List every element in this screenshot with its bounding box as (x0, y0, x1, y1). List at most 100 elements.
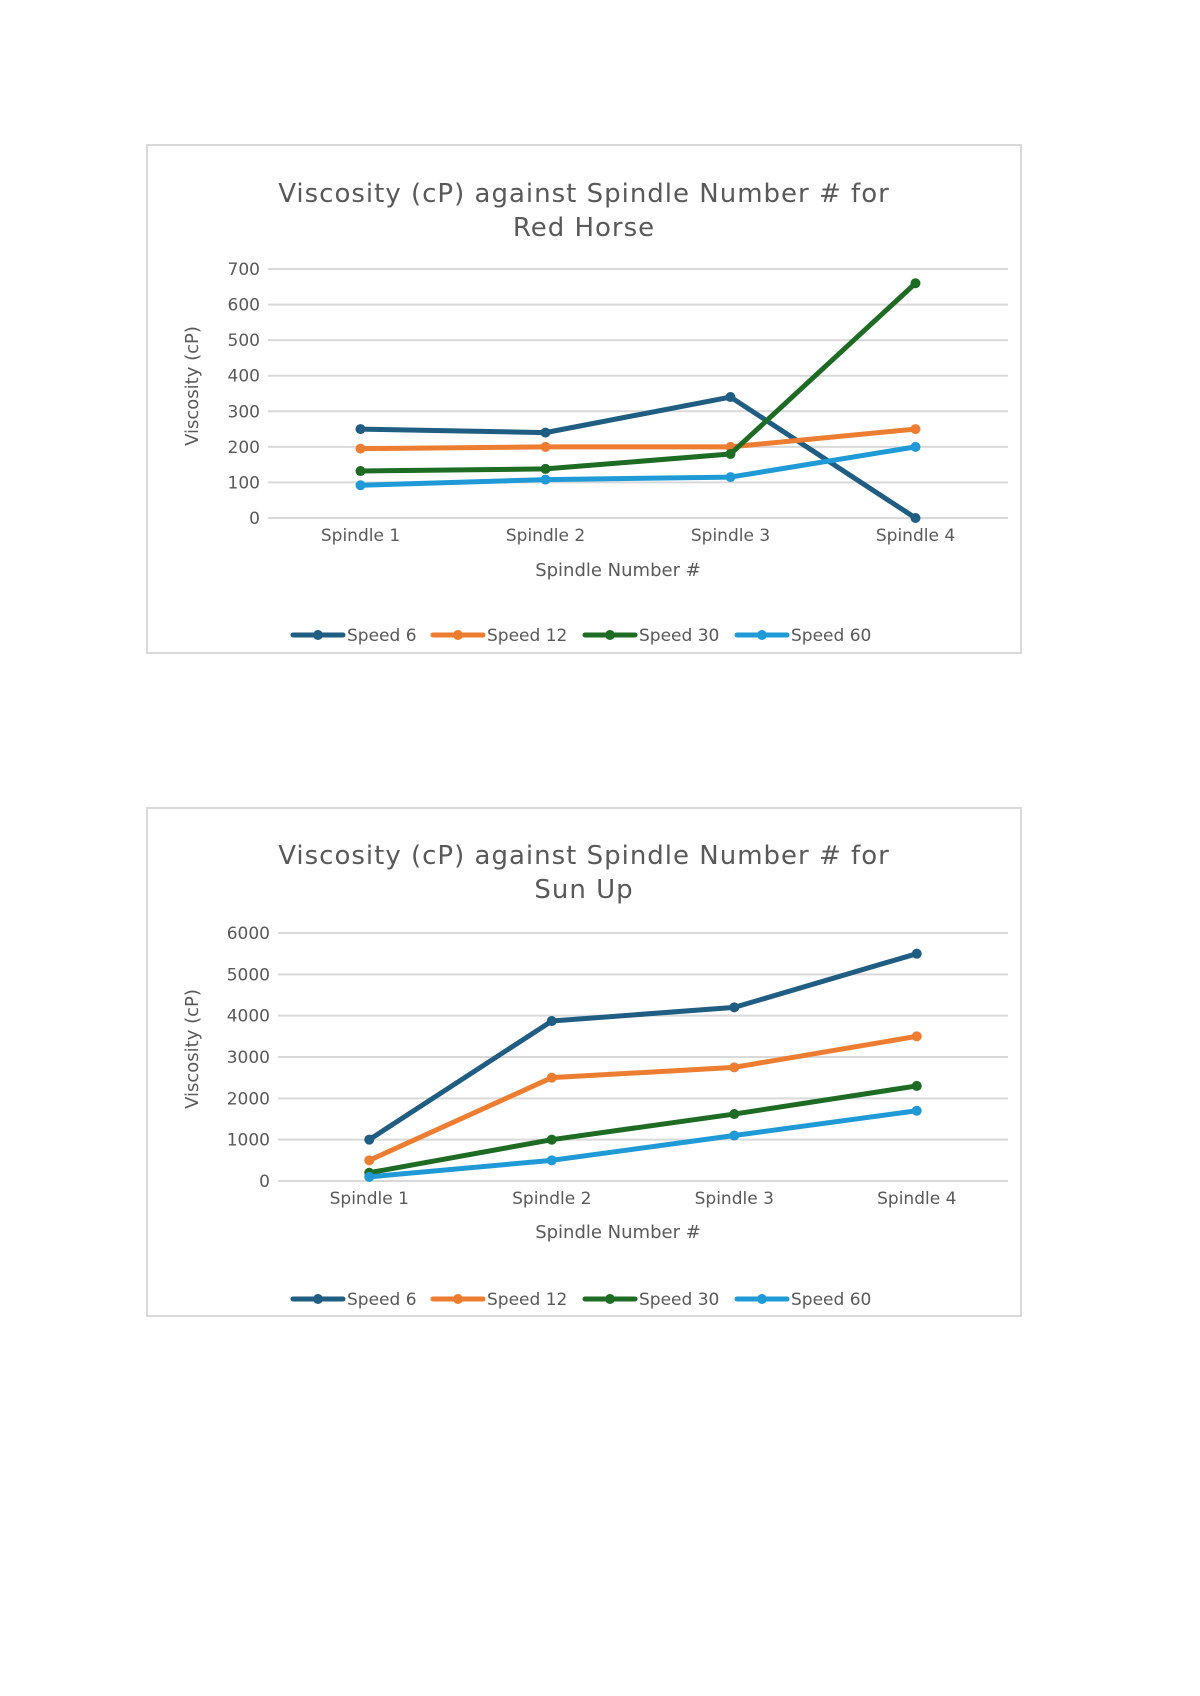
chart-title-line-1: Viscosity (cP) against Spindle Number # … (278, 841, 890, 871)
y-tick-labels: 0 100 200 300 400 500 600 700 (228, 260, 260, 529)
data-point (910, 424, 921, 435)
y-axis-label: Viscosity (cP) (182, 326, 203, 446)
legend-item: Speed 30 (582, 626, 719, 646)
legend-label: Speed 12 (487, 626, 567, 646)
gridlines (278, 932, 1008, 1182)
y-tick-label: 2000 (227, 1089, 270, 1109)
y-tick-label: 6000 (227, 924, 270, 944)
data-point (911, 1080, 922, 1091)
legend-label: Speed 60 (791, 626, 871, 646)
y-tick-label: 3000 (227, 1048, 270, 1068)
series-speed-30 (364, 1080, 922, 1178)
x-axis-label: Spindle Number # (535, 560, 701, 581)
series-layer (355, 278, 921, 523)
chart-red-horse: 0 100 200 300 400 500 600 700 Spindle 1 Spindle … (146, 144, 1022, 654)
data-point (729, 1062, 740, 1073)
y-tick-label: 700 (228, 260, 260, 280)
data-point (355, 480, 366, 491)
x-axis-label: Spindle Number # (535, 1222, 701, 1243)
legend-item: Speed 12 (430, 1290, 567, 1310)
data-point (364, 1171, 375, 1182)
series-line (358, 444, 918, 488)
data-point (540, 463, 551, 474)
series-line (358, 394, 918, 521)
y-tick-label: 200 (228, 438, 260, 458)
legend-swatch-marker (757, 1294, 767, 1304)
chart-title-line-2: Red Horse (513, 213, 655, 243)
y-tick-label: 400 (228, 367, 260, 387)
y-tick-label: 1000 (227, 1131, 270, 1151)
legend: Speed 6 Speed 12 Speed 30 Speed 60 (290, 1290, 871, 1310)
data-point (546, 1155, 557, 1166)
legend-swatch-marker (605, 630, 615, 640)
legend-item: Speed 6 (290, 1290, 417, 1310)
data-point (546, 1134, 557, 1145)
x-tick-label: Spindle 2 (506, 526, 585, 546)
legend-swatch-marker (757, 630, 767, 640)
series-speed-6 (364, 948, 922, 1145)
data-point (729, 1130, 740, 1141)
y-tick-label: 100 (228, 473, 260, 493)
series-speed-12 (355, 424, 921, 454)
legend-label: Speed 12 (487, 1290, 567, 1310)
data-point (364, 1134, 375, 1145)
legend-swatch-marker (453, 1294, 463, 1304)
x-tick-label: Spindle 4 (877, 1189, 956, 1209)
data-point (355, 466, 366, 477)
data-point (729, 1109, 740, 1120)
data-point (364, 1155, 375, 1166)
series-speed-30 (355, 278, 921, 477)
data-point (546, 1016, 557, 1027)
legend-label: Speed 6 (347, 626, 417, 646)
series-speed-6 (355, 392, 921, 523)
data-point (540, 474, 551, 485)
legend: Speed 6 Speed 12 Speed 30 Speed 60 (290, 626, 871, 646)
series-speed-60 (355, 441, 921, 491)
data-point (910, 513, 921, 523)
data-point (355, 424, 366, 435)
data-point (725, 472, 736, 483)
legend-label: Speed 30 (639, 1290, 719, 1310)
data-point (725, 392, 736, 403)
data-point (910, 441, 921, 452)
y-tick-label: 0 (259, 1172, 270, 1192)
y-axis-label: Viscosity (cP) (182, 989, 203, 1109)
series-line (366, 951, 920, 1143)
x-tick-label: Spindle 1 (330, 1189, 409, 1209)
data-point (725, 448, 736, 459)
series-line (366, 1108, 920, 1180)
series-line (358, 280, 918, 474)
legend-item: Speed 30 (582, 1290, 719, 1310)
series-line (358, 426, 918, 452)
x-tick-labels: Spindle 1 Spindle 2 Spindle 3 Spindle 4 (321, 526, 955, 546)
series-speed-60 (364, 1105, 922, 1182)
data-point (911, 948, 922, 959)
x-tick-label: Spindle 2 (512, 1189, 591, 1209)
y-tick-label: 300 (228, 402, 260, 422)
chart-sun-up: 0 1000 2000 3000 4000 5000 6000 Spindle 1 Spind… (146, 807, 1022, 1317)
data-point (540, 441, 551, 452)
legend-label: Speed 60 (791, 1290, 871, 1310)
series-speed-12 (364, 1031, 922, 1166)
legend-label: Speed 6 (347, 1290, 417, 1310)
y-tick-label: 600 (228, 296, 260, 316)
legend-swatch-marker (313, 1294, 323, 1304)
legend-item: Speed 6 (290, 626, 417, 646)
x-tick-label: Spindle 3 (695, 1189, 774, 1209)
x-tick-label: Spindle 4 (876, 526, 955, 546)
legend-label: Speed 30 (639, 626, 719, 646)
chart-title-line-2: Sun Up (534, 875, 633, 905)
y-tick-label: 4000 (227, 1007, 270, 1027)
series-line (366, 1033, 920, 1163)
series-line (366, 1083, 920, 1176)
data-point (729, 1002, 740, 1013)
data-point (911, 1031, 922, 1042)
data-point (355, 443, 366, 454)
legend-swatch-marker (453, 630, 463, 640)
data-point (540, 427, 551, 438)
legend-item: Speed 60 (734, 626, 871, 646)
series-layer (364, 948, 922, 1182)
x-tick-labels: Spindle 1 Spindle 2 Spindle 3 Spindle 4 (330, 1189, 957, 1209)
